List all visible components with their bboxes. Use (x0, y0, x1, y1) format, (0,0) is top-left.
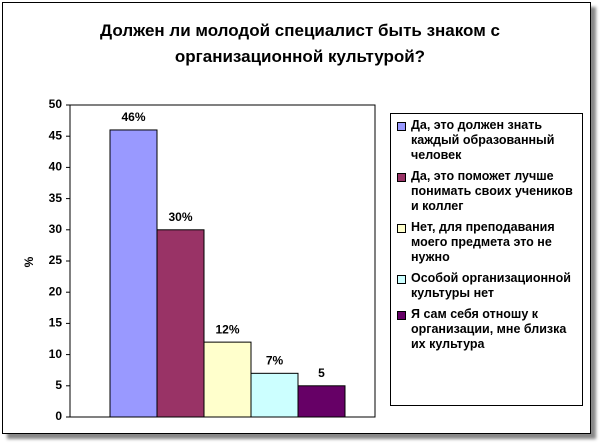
data-label: 5 (318, 366, 325, 380)
y-axis-label: % (22, 256, 36, 267)
bar (297, 385, 346, 418)
y-tick-label: 30 (49, 222, 63, 236)
legend-entry: Да, это поможет лучше понимать своих уче… (397, 169, 578, 214)
bar (250, 372, 299, 418)
legend-label: Нет, для преподавания моего предмета это… (411, 220, 555, 264)
y-tick-label: 35 (49, 191, 63, 205)
legend-label: Да, это поможет лучше понимать своих уче… (411, 169, 573, 213)
y-tick-label: 45 (49, 128, 63, 142)
legend-swatch (397, 224, 406, 233)
legend-swatch (397, 311, 406, 320)
legend-swatch (397, 122, 406, 131)
chart-title: Должен ли молодой специалист быть знаком… (100, 21, 500, 66)
y-tick-label: 25 (49, 253, 63, 267)
legend: Да, это должен знать каждый образованный… (390, 113, 583, 406)
data-label: 7% (266, 353, 284, 367)
legend-entry: Особой организационной культуры нет (397, 271, 578, 301)
y-tick-label: 40 (49, 160, 63, 174)
y-tick-label: 10 (49, 347, 63, 361)
data-label: 30% (168, 210, 192, 224)
legend-label: Особой организационной культуры нет (411, 271, 571, 300)
bar (203, 341, 252, 418)
legend-entry: Нет, для преподавания моего предмета это… (397, 220, 578, 265)
bar (109, 129, 158, 418)
legend-label: Я сам себя отношу к организации, мне бли… (411, 307, 567, 351)
legend-label: Да, это должен знать каждый образованный… (411, 118, 555, 162)
data-label: 12% (215, 322, 239, 336)
y-tick-label: 50 (49, 97, 63, 111)
legend-entry: Я сам себя отношу к организации, мне бли… (397, 307, 578, 352)
data-label: 46% (121, 110, 145, 124)
y-tick-label: 15 (49, 316, 63, 330)
y-tick-label: 5 (55, 378, 62, 392)
y-tick-label: 20 (49, 284, 63, 298)
legend-swatch (397, 173, 406, 182)
legend-swatch (397, 275, 406, 284)
y-tick-label: 0 (55, 409, 62, 423)
bar (156, 229, 205, 418)
legend-entry: Да, это должен знать каждый образованный… (397, 118, 578, 163)
